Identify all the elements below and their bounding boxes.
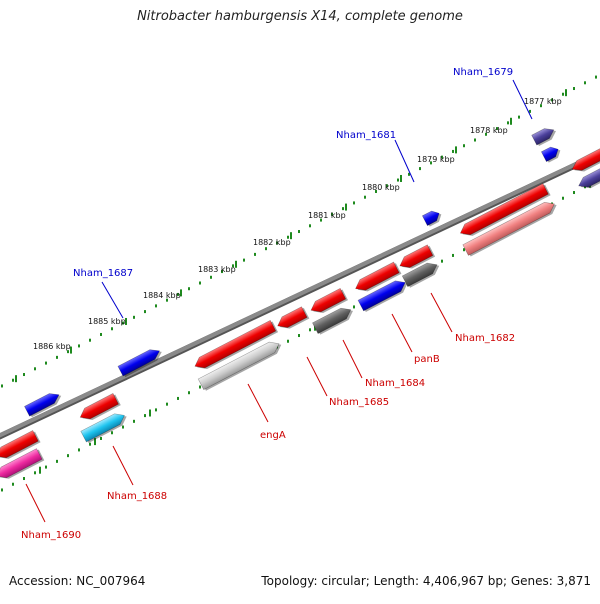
map-title: Nitrobacter hamburgensis X14, complete g… xyxy=(137,9,463,24)
gene-feature-nham-1684[interactable] xyxy=(312,304,355,336)
scale-label: 1880 kbp xyxy=(362,183,400,192)
gene-label-forward: Nham_1681 xyxy=(336,130,396,141)
gene-feature-nham-1690[interactable] xyxy=(0,448,45,483)
genome-backbone xyxy=(0,150,600,440)
gene-feature-nham-1682[interactable] xyxy=(401,259,442,289)
scale-label: 1878 kbp xyxy=(470,126,508,135)
gene-feature-nham-1676[interactable] xyxy=(576,166,600,193)
gene-feature-panb-red[interactable] xyxy=(397,244,436,273)
gene-feature-nham-1685[interactable] xyxy=(308,287,348,318)
callout-nham-1682 xyxy=(430,292,453,333)
gene-feature-nham-1680b[interactable] xyxy=(462,198,560,257)
callout-nham-1690 xyxy=(25,483,46,523)
gene-feature-nham-1687[interactable] xyxy=(117,345,164,378)
gene-label-reverse: Nham_1684 xyxy=(365,378,425,389)
gene-label-reverse: Nham_1682 xyxy=(455,333,515,344)
gene-feature-nham-1684-red[interactable] xyxy=(353,261,402,295)
gene-label-reverse: Nham_1688 xyxy=(107,491,167,502)
gene-features xyxy=(0,124,600,483)
backbone-line xyxy=(0,150,600,438)
gene-label-reverse: Nham_1685 xyxy=(329,397,389,408)
gene-label-reverse: engA xyxy=(260,430,286,441)
gene-feature-nham-1686[interactable] xyxy=(275,306,310,333)
gene-label-reverse: panB xyxy=(414,354,440,365)
scale-label: 1881 kbp xyxy=(308,211,346,220)
gene-feature-nham-1688[interactable] xyxy=(80,409,130,444)
accession-label: Accession: NC_007964 xyxy=(9,574,146,588)
scale-label: 1877 kbp xyxy=(524,97,562,106)
callout-enga xyxy=(247,383,269,423)
callout-nham-1688 xyxy=(112,445,134,486)
gene-feature-nham-1690-red[interactable] xyxy=(0,430,41,463)
map-labels: 1886 kbp 1885 kbp 1884 kbp 1883 kbp 1882 kbp… xyxy=(21,67,562,541)
gene-feature-enga-red[interactable] xyxy=(192,319,279,374)
gene-feature-nham-1681[interactable] xyxy=(421,208,444,228)
callout-nham-1684 xyxy=(342,339,363,379)
callout-nham-1687 xyxy=(101,281,124,319)
gene-feature-nham-1680[interactable] xyxy=(458,183,551,240)
gene-feature-nham-1678[interactable] xyxy=(540,144,563,164)
gene-callouts xyxy=(25,79,533,523)
gene-label-forward: Nham_1679 xyxy=(453,67,513,78)
scale-label: 1882 kbp xyxy=(253,238,291,247)
gene-feature-nham-1679[interactable] xyxy=(531,124,559,147)
callout-nham-1679 xyxy=(512,79,533,120)
gene-feature-enga[interactable] xyxy=(197,338,284,392)
gene-feature-panb[interactable] xyxy=(357,276,410,312)
scale-label: 1884 kbp xyxy=(143,291,181,300)
callout-nham-1685 xyxy=(306,356,328,397)
gene-feature-nham-1689[interactable] xyxy=(24,389,63,418)
callout-nham-1681 xyxy=(394,139,415,183)
callout-panb xyxy=(391,313,413,353)
scale-label: 1879 kbp xyxy=(417,155,455,164)
scale-label: 1883 kbp xyxy=(198,265,236,274)
gene-feature-nham-1677[interactable] xyxy=(570,145,600,176)
gene-label-forward: Nham_1687 xyxy=(73,268,133,279)
scale-label: 1886 kbp xyxy=(33,342,71,351)
gene-feature-nham-1688-red[interactable] xyxy=(77,393,121,425)
scale-label: 1885 kbp xyxy=(88,317,126,326)
genome-summary: Topology: circular; Length: 4,406,967 bp… xyxy=(261,574,591,588)
gene-label-reverse: Nham_1690 xyxy=(21,530,81,541)
